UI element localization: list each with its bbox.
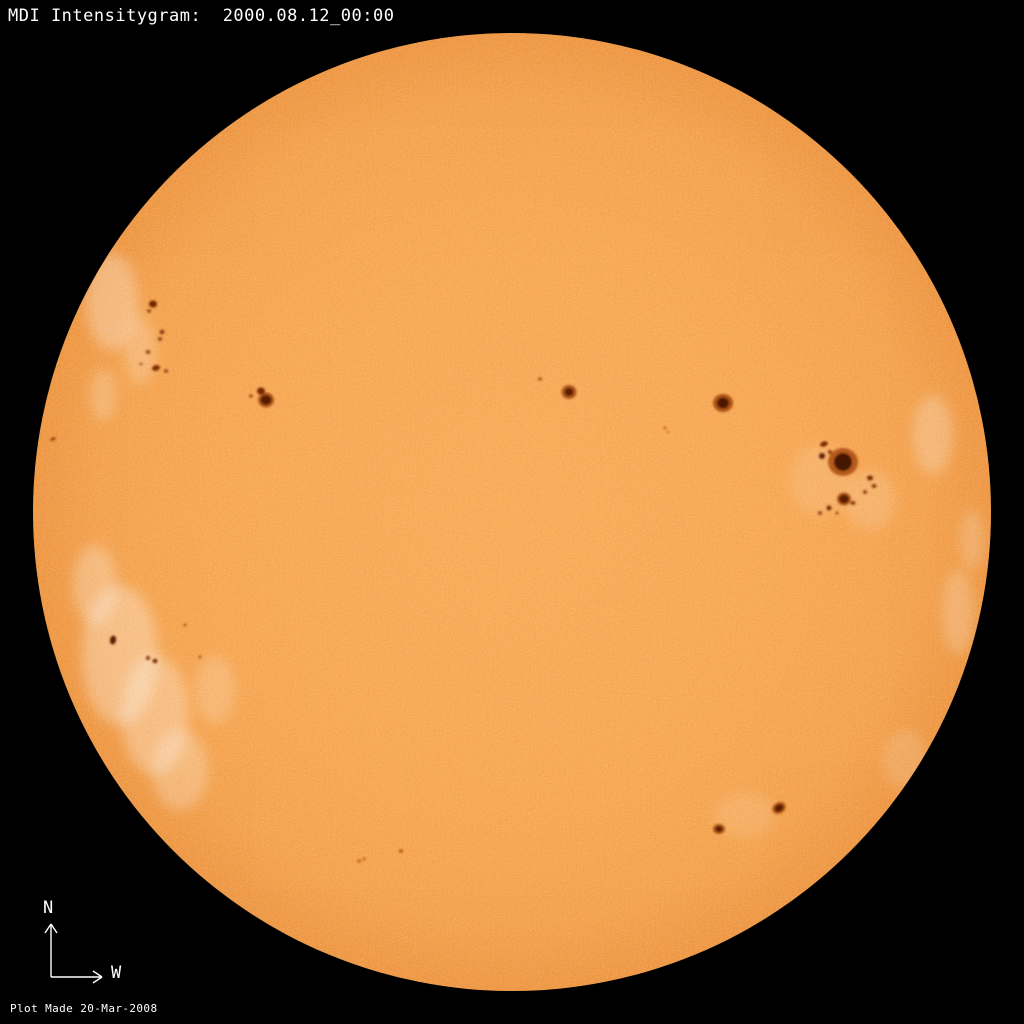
sunspot xyxy=(828,450,832,454)
sunspot-umbra xyxy=(146,656,150,660)
sunspot-umbra xyxy=(819,453,825,459)
sunspot xyxy=(826,505,832,511)
sunspot-umbra xyxy=(152,658,158,664)
sunspot xyxy=(663,426,667,430)
sunspot xyxy=(818,511,822,515)
sunspot-umbra xyxy=(152,365,160,371)
sunspot-umbra xyxy=(147,309,151,313)
sunspot-umbra xyxy=(820,441,828,447)
sunspot xyxy=(820,441,828,447)
sunspot xyxy=(109,635,117,645)
sunspot xyxy=(871,484,877,488)
sunspot xyxy=(157,337,163,341)
sunspot-umbra xyxy=(198,655,202,659)
sunspot xyxy=(257,387,265,395)
sunspot-umbra xyxy=(139,362,143,366)
sunspot xyxy=(398,849,404,853)
sunspot-umbra xyxy=(159,329,165,335)
sunspot-umbra xyxy=(850,501,856,505)
sunspot xyxy=(249,394,253,398)
sunspot xyxy=(152,658,158,664)
sunspot xyxy=(159,329,165,335)
compass-north-label: N xyxy=(43,898,53,918)
sunspot-umbra xyxy=(260,395,272,405)
sunspot xyxy=(835,511,839,515)
sunspot-umbra xyxy=(717,397,729,409)
compass-west-label: W xyxy=(111,963,122,983)
sunspot-umbra xyxy=(715,826,723,832)
sunspot xyxy=(147,309,151,313)
sunspot xyxy=(183,623,187,627)
sunspot xyxy=(561,385,577,399)
sunspot xyxy=(164,369,168,373)
sunspot-umbra xyxy=(149,300,157,308)
sunspot xyxy=(713,394,733,412)
sunspot-umbra xyxy=(538,377,542,381)
sunspot-umbra xyxy=(50,437,56,441)
sunspot-umbra xyxy=(863,490,867,494)
sunspot xyxy=(139,362,143,366)
sunspot-umbra xyxy=(157,337,163,341)
sunspot xyxy=(145,350,151,354)
sunspot xyxy=(258,392,274,408)
sunspot-umbra xyxy=(164,369,168,373)
sunspot-umbra xyxy=(357,859,361,863)
sunspot-layer xyxy=(50,300,877,863)
sunspot-umbra xyxy=(249,394,253,398)
sunspot xyxy=(152,365,160,371)
sunspot xyxy=(146,656,150,660)
sunspot-umbra xyxy=(871,484,877,488)
sunspot-umbra xyxy=(774,804,784,812)
sunspot xyxy=(837,492,851,506)
sunspot-umbra xyxy=(835,511,839,515)
sunspot-umbra xyxy=(828,450,832,454)
sunspot-umbra xyxy=(839,494,849,504)
sunspot xyxy=(772,802,786,814)
sunspot xyxy=(198,655,202,659)
sunspot-umbra xyxy=(257,387,265,395)
sunspot xyxy=(863,490,867,494)
sunspot-umbra xyxy=(109,635,117,645)
sunspot xyxy=(538,377,542,381)
sunspot xyxy=(666,430,670,434)
sunspot-umbra xyxy=(867,475,873,481)
sunspot xyxy=(850,501,856,505)
sunspot-umbra xyxy=(564,388,574,396)
sunspot xyxy=(50,437,56,441)
sunspot-umbra xyxy=(666,430,670,434)
sunspot xyxy=(819,453,825,459)
sunspot xyxy=(828,448,858,476)
sunspot-umbra xyxy=(183,623,187,627)
image-title: MDI Intensitygram: 2000.08.12_00:00 xyxy=(8,6,395,26)
compass-arrow-west xyxy=(51,970,103,984)
sunspot-umbra xyxy=(834,453,852,471)
sunspot xyxy=(149,300,157,308)
sunspot xyxy=(713,824,725,834)
sunspot xyxy=(357,859,361,863)
sunspot-umbra xyxy=(145,350,151,354)
sunspot-umbra xyxy=(826,505,832,511)
plot-made-label: Plot Made 20-Mar-2008 xyxy=(10,1002,158,1015)
sunspot-umbra xyxy=(663,426,667,430)
sunspot xyxy=(867,475,873,481)
sunspot-umbra xyxy=(398,849,404,853)
compass: N W xyxy=(43,898,122,984)
sunspot-umbra xyxy=(818,511,822,515)
sunspot-umbra xyxy=(362,857,366,861)
compass-arrow-north xyxy=(44,923,58,977)
sunspot xyxy=(362,857,366,861)
